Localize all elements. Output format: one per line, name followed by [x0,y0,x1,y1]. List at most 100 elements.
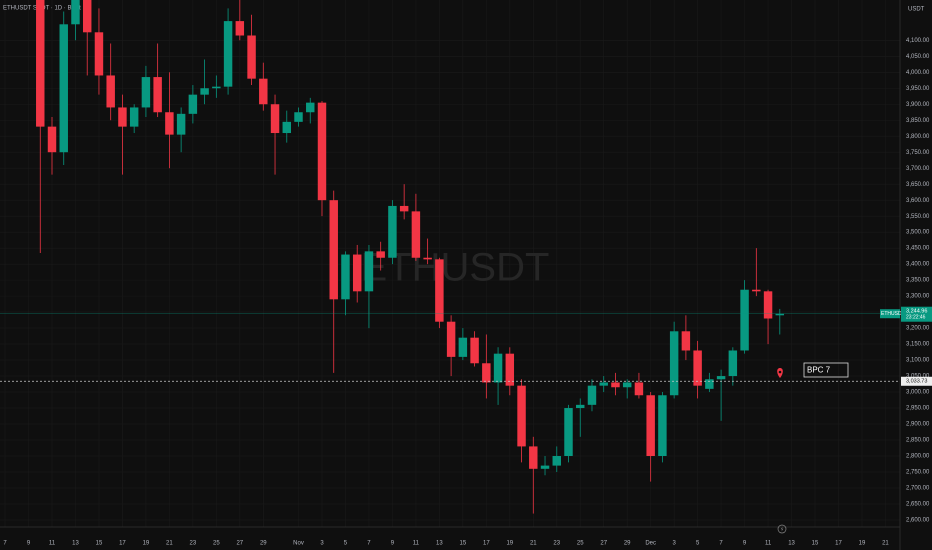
x-tick-label: 17 [835,541,842,547]
candle-body [153,77,162,113]
x-tick-label: 11 [413,541,420,547]
candles [36,0,785,514]
candle-body [270,104,280,134]
candle-body [82,0,92,33]
y-tick-label: 3,500.00 [906,230,930,236]
y-tick-label: 4,100.00 [906,38,930,44]
candle-body [247,35,256,79]
candle-body [446,321,456,357]
x-tick-label: 15 [96,541,103,547]
symbol-tag-bg [880,309,900,319]
candle-body [341,254,350,300]
candle-body [634,382,644,396]
candle-body [223,21,233,87]
y-tick-label: 3,450.00 [906,246,930,252]
x-tick-label: 19 [143,541,150,547]
candle-body [71,0,80,25]
y-tick-label: 2,950.00 [906,406,930,412]
x-tick-label: 9 [743,541,747,547]
candle-body [669,331,679,396]
y-tick-label: 3,850.00 [906,118,930,124]
y-tick-label: 3,950.00 [906,86,930,92]
pin-hole [778,370,782,374]
candle-body [47,126,57,153]
candle-body [399,205,409,212]
x-tick-label: 13 [788,541,795,547]
x-tick-label: 3 [320,541,324,547]
candle-body [259,78,268,105]
y-tick-label: 3,900.00 [906,102,930,108]
y-tick-label: 2,900.00 [906,422,930,428]
x-tick-label: 27 [600,541,607,547]
candle-body [540,465,550,469]
candle-body [740,289,749,351]
candle-body [458,337,468,357]
y-tick-label: 3,350.00 [906,278,930,284]
x-tick-label: 15 [460,541,467,547]
x-tick-label: 7 [3,541,7,547]
candle-body [517,385,526,447]
candle-body [622,382,632,388]
y-tick-label: 3,400.00 [906,262,930,268]
candle-body [611,382,620,388]
candle-body [470,337,479,364]
x-tick-label: 27 [236,541,243,547]
x-tick-label: 25 [213,541,220,547]
currency-label: USDT [908,7,925,13]
y-tick-label: 3,300.00 [906,294,930,300]
candle-body [282,121,292,134]
y-tick-label: 3,100.00 [906,358,930,364]
x-tick-label: 7 [719,541,723,547]
grid [0,0,900,527]
candle-body [59,24,68,153]
annotation-box [803,362,849,378]
candle-body [752,289,761,292]
y-tick-label: 3,000.00 [906,390,930,396]
x-tick-label: 21 [166,541,173,547]
candle-body [599,382,608,386]
x-tick-label: 13 [72,541,79,547]
candle-body [411,211,421,258]
candle-body [705,379,714,389]
x-tick-label: 23 [553,541,560,547]
x-tick-label: 11 [49,541,56,547]
level-tag-bg [901,376,932,386]
x-tick-label: 21 [530,541,537,547]
candle-body [775,313,785,316]
x-tick-label: 15 [812,541,819,547]
x-tick-label: 29 [260,541,267,547]
candle-body [658,395,667,457]
candle-body [716,376,726,380]
x-tick-label: 7 [367,541,371,547]
candle-body [306,102,315,113]
countdown: 23:22:46 [906,315,926,321]
event-icon[interactable] [777,524,787,534]
candle-body [728,350,738,377]
x-tick-label: 29 [624,541,631,547]
x-tick-label: 11 [765,541,772,547]
candle-body [106,75,115,108]
x-tick-label: 9 [391,541,395,547]
x-tick-label: 3 [672,541,676,547]
candle-body [294,112,303,122]
y-tick-label: 3,750.00 [906,150,930,156]
x-tick-label: 13 [436,541,443,547]
y-tick-label: 3,600.00 [906,198,930,204]
y-tick-label: 3,050.00 [906,374,930,380]
symbol-tag: ETHUSDT [881,311,905,317]
candle-body [329,200,338,300]
event-bolt [780,526,784,532]
x-tick-label: 9 [27,541,31,547]
candle-body [482,363,491,383]
candle-body [763,291,773,319]
candle-body [36,0,45,127]
candle-body [235,21,245,36]
y-tick-label: 4,050.00 [906,54,930,60]
candle-body [376,251,385,258]
candle-body [505,353,515,386]
x-tick-label: 25 [577,541,584,547]
candle-body [94,32,104,76]
candle-body [529,446,538,469]
